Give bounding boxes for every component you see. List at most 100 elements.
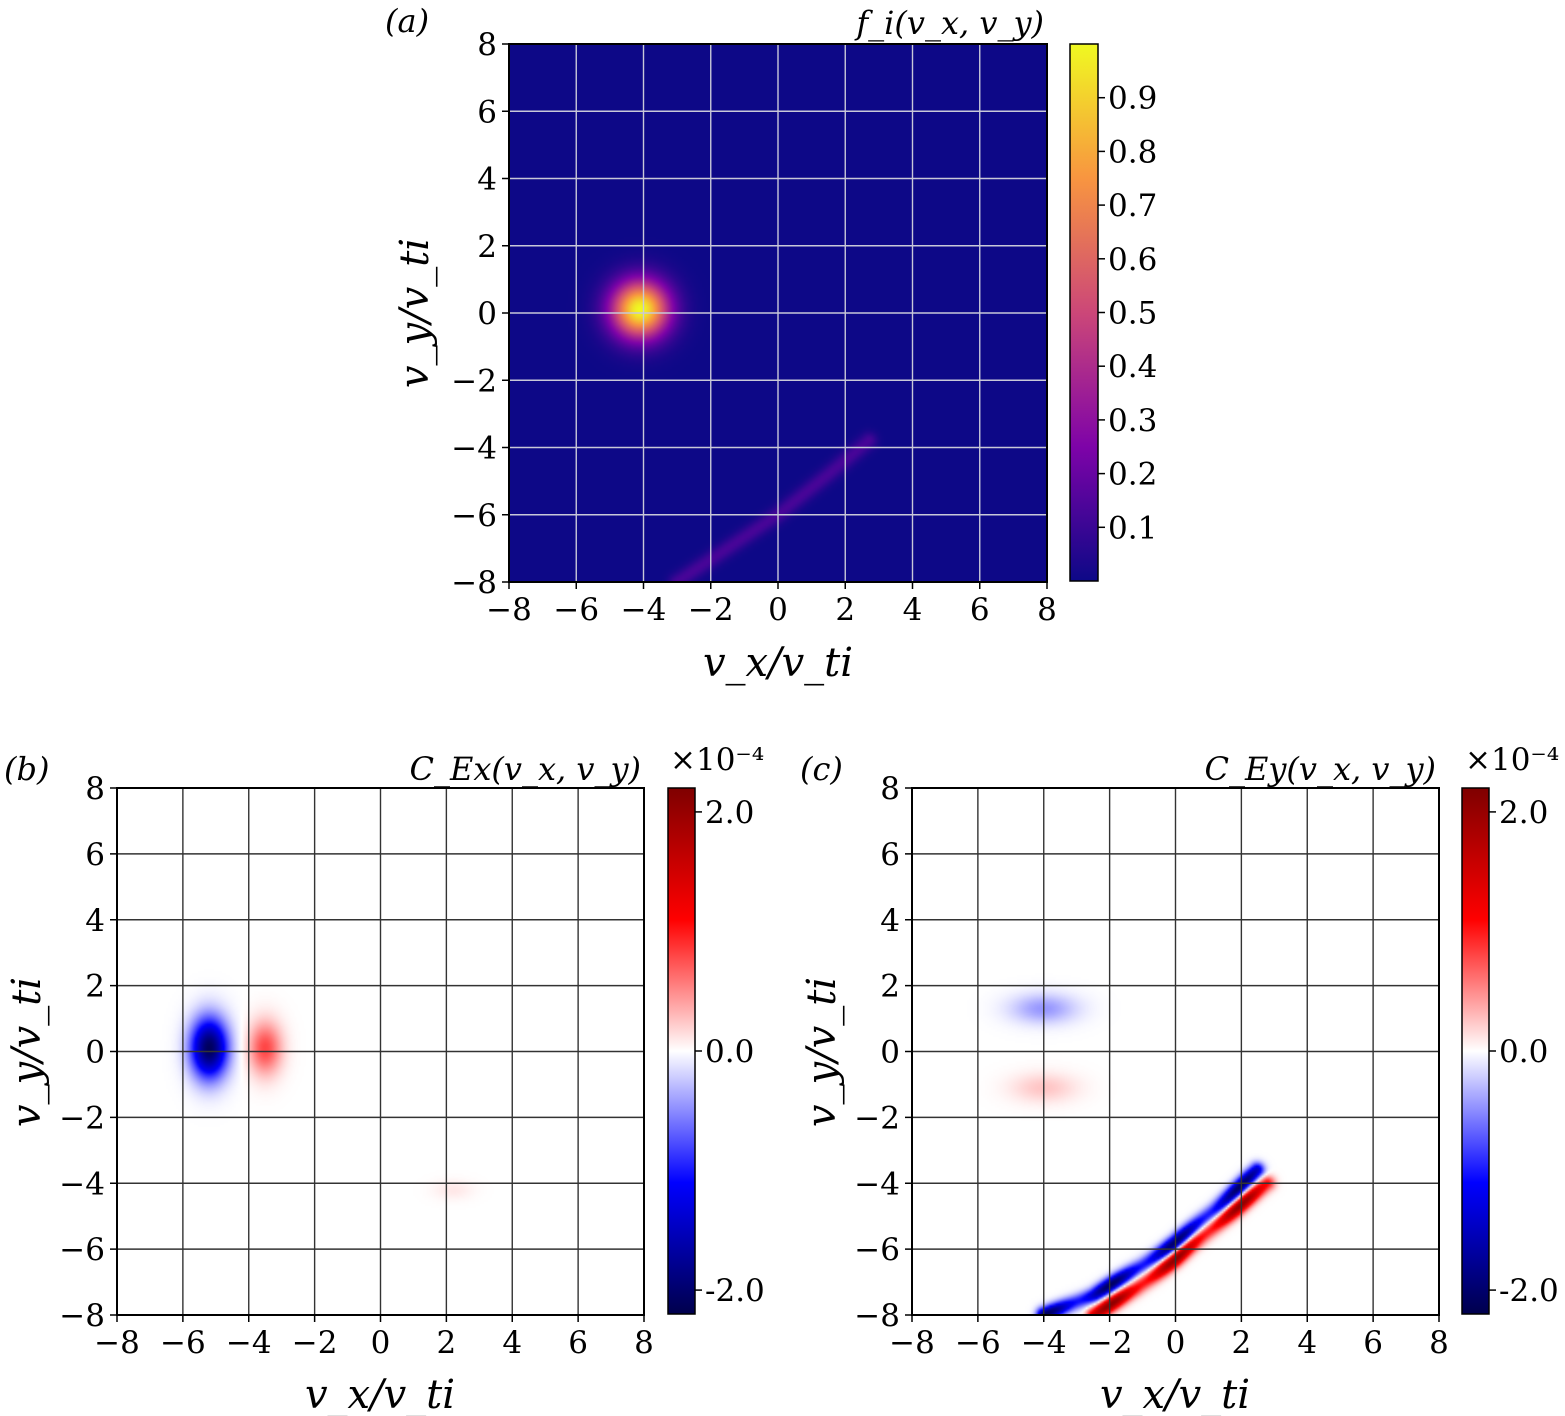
y-tick-label: 6 <box>477 94 497 130</box>
x-tick-label: 4 <box>903 592 923 628</box>
y-tick-label: −2 <box>854 1100 900 1136</box>
x-tick-label: 2 <box>835 592 855 628</box>
y-tick-label: −4 <box>854 1166 900 1202</box>
colorbar-tick-label: 0.3 <box>1108 403 1157 439</box>
y-ticks-c: −8 −6 −4 −2 0 2 4 6 8 <box>854 771 912 1334</box>
x-ticks-b: −8 −6 −4 −2 0 2 4 6 8 <box>94 1315 654 1361</box>
y-tick-label: −8 <box>59 1298 105 1334</box>
x-tick-label: −4 <box>1021 1325 1067 1361</box>
panel-label-b: (b) <box>4 750 49 788</box>
x-tick-label: −6 <box>160 1325 206 1361</box>
y-tick-label: 0 <box>85 1035 105 1071</box>
y-axis-label-a: v_y/v_ti <box>392 238 438 388</box>
colorbar-tick-label: 0.6 <box>1108 242 1157 278</box>
colorbar-tick-label: 0.1 <box>1108 510 1157 546</box>
panel-a: −8 −6 −4 −2 0 2 4 6 8 −8 −6 −4 −2 0 2 4 6 8 0.1 0.2 0.3 0.4… <box>451 27 1157 628</box>
colorbar-c <box>1461 787 1490 1315</box>
colorbar-tick-label: 0.5 <box>1108 296 1157 332</box>
x-tick-label: 0 <box>371 1325 391 1361</box>
y-tick-label: 4 <box>477 162 497 198</box>
y-tick-label: 0 <box>477 296 497 332</box>
y-tick-label: 8 <box>477 27 497 63</box>
grid-a <box>509 44 1047 582</box>
y-tick-label: 2 <box>477 229 497 265</box>
colorbar-tick-label: 0.7 <box>1108 188 1157 224</box>
colorbar-tick-label: 2.0 <box>1499 795 1548 831</box>
panel-label-a: (a) <box>385 2 429 40</box>
y-tick-label: 2 <box>85 969 105 1005</box>
y-tick-label: 6 <box>85 837 105 873</box>
x-tick-label: −4 <box>621 592 667 628</box>
colorbar-tick-label: 2.0 <box>705 795 754 831</box>
y-tick-label: 8 <box>880 771 900 807</box>
y-axis-label-c: v_y/v_ti <box>799 977 845 1127</box>
y-tick-label: −2 <box>451 363 497 399</box>
x-tick-label: 6 <box>568 1325 588 1361</box>
x-tick-label: 6 <box>1363 1325 1383 1361</box>
colorbar-ticks-b: 2.0 0.0 -2.0 <box>695 795 765 1309</box>
x-tick-label: 4 <box>1297 1325 1317 1361</box>
y-ticks-a: −8 −6 −4 −2 0 2 4 6 8 <box>451 27 509 601</box>
x-tick-label: −6 <box>553 592 599 628</box>
x-tick-label: 2 <box>437 1325 457 1361</box>
y-axis-label-b: v_y/v_ti <box>4 977 50 1127</box>
colorbar-tick-label: -2.0 <box>1499 1273 1559 1309</box>
x-ticks-c: −8 −6 −4 −2 0 2 4 6 8 <box>889 1315 1449 1361</box>
x-tick-label: −8 <box>94 1325 140 1361</box>
x-tick-label: 8 <box>1429 1325 1449 1361</box>
colorbar-tick-label: 0.9 <box>1108 81 1157 117</box>
panel-c: −8 −6 −4 −2 0 2 4 6 8 −8 −6 −4 −2 0 2 4 6 8 2.0 0.0 -2.0 <box>854 771 1558 1361</box>
y-tick-label: 6 <box>880 837 900 873</box>
grid-b <box>117 788 644 1315</box>
y-tick-label: 4 <box>85 903 105 939</box>
x-axis-label-c: v_x/v_ti <box>1100 1372 1250 1416</box>
x-tick-label: 0 <box>1166 1325 1186 1361</box>
grid-c <box>912 788 1439 1315</box>
x-tick-label: −8 <box>486 592 532 628</box>
x-tick-label: 8 <box>1037 592 1057 628</box>
colorbar-scale-b: ×10⁻⁴ <box>670 742 764 778</box>
y-tick-label: −2 <box>59 1100 105 1136</box>
colorbar-title-a: f_i(v_x, v_y) <box>854 4 1044 42</box>
colorbar-tick-label: 0.0 <box>1499 1034 1548 1070</box>
y-tick-label: 0 <box>880 1035 900 1071</box>
x-tick-label: 2 <box>1232 1325 1252 1361</box>
y-tick-label: −6 <box>854 1232 900 1268</box>
x-ticks-a: −8 −6 −4 −2 0 2 4 6 8 <box>486 582 1057 628</box>
x-tick-label: 4 <box>502 1325 522 1361</box>
colorbar-tick-label: 0.8 <box>1108 134 1157 170</box>
colorbar-tick-label: -2.0 <box>705 1273 765 1309</box>
panel-label-c: (c) <box>800 750 843 788</box>
y-tick-label: 4 <box>880 903 900 939</box>
y-tick-label: 2 <box>880 969 900 1005</box>
x-tick-label: −4 <box>226 1325 272 1361</box>
x-tick-label: −2 <box>292 1325 338 1361</box>
y-tick-label: −8 <box>854 1298 900 1334</box>
colorbar-ticks-c: 2.0 0.0 -2.0 <box>1489 795 1559 1309</box>
colorbar-tick-label: 0.2 <box>1108 457 1157 493</box>
colorbar-ticks-a: 0.1 0.2 0.3 0.4 0.5 0.6 0.7 0.8 0.9 <box>1098 81 1157 546</box>
y-tick-label: −6 <box>451 498 497 534</box>
colorbar-scale-c: ×10⁻⁴ <box>1465 742 1559 778</box>
colorbar-tick-label: 0.0 <box>705 1034 754 1070</box>
x-tick-label: −8 <box>889 1325 935 1361</box>
colorbar-title-b: C_Ex(v_x, v_y) <box>410 750 641 788</box>
x-tick-label: 8 <box>634 1325 654 1361</box>
colorbar-tick-label: 0.4 <box>1108 349 1157 385</box>
y-tick-label: 8 <box>85 771 105 807</box>
x-tick-label: −2 <box>1087 1325 1133 1361</box>
x-tick-label: 6 <box>970 592 990 628</box>
y-tick-label: −8 <box>451 565 497 601</box>
panel-b: −8 −6 −4 −2 0 2 4 6 8 −8 −6 −4 −2 0 2 4 6 8 2.0 0.0 -2.0 <box>59 771 764 1361</box>
x-axis-label-a: v_x/v_ti <box>703 640 853 686</box>
colorbar-title-c: C_Ey(v_x, v_y) <box>1204 750 1436 788</box>
colorbar-b <box>667 787 696 1315</box>
y-tick-label: −6 <box>59 1232 105 1268</box>
x-tick-label: −2 <box>688 592 734 628</box>
x-axis-label-b: v_x/v_ti <box>305 1372 455 1416</box>
y-ticks-b: −8 −6 −4 −2 0 2 4 6 8 <box>59 771 117 1334</box>
colorbar-a <box>1069 43 1099 582</box>
y-tick-label: −4 <box>451 431 497 467</box>
y-tick-label: −4 <box>59 1166 105 1202</box>
